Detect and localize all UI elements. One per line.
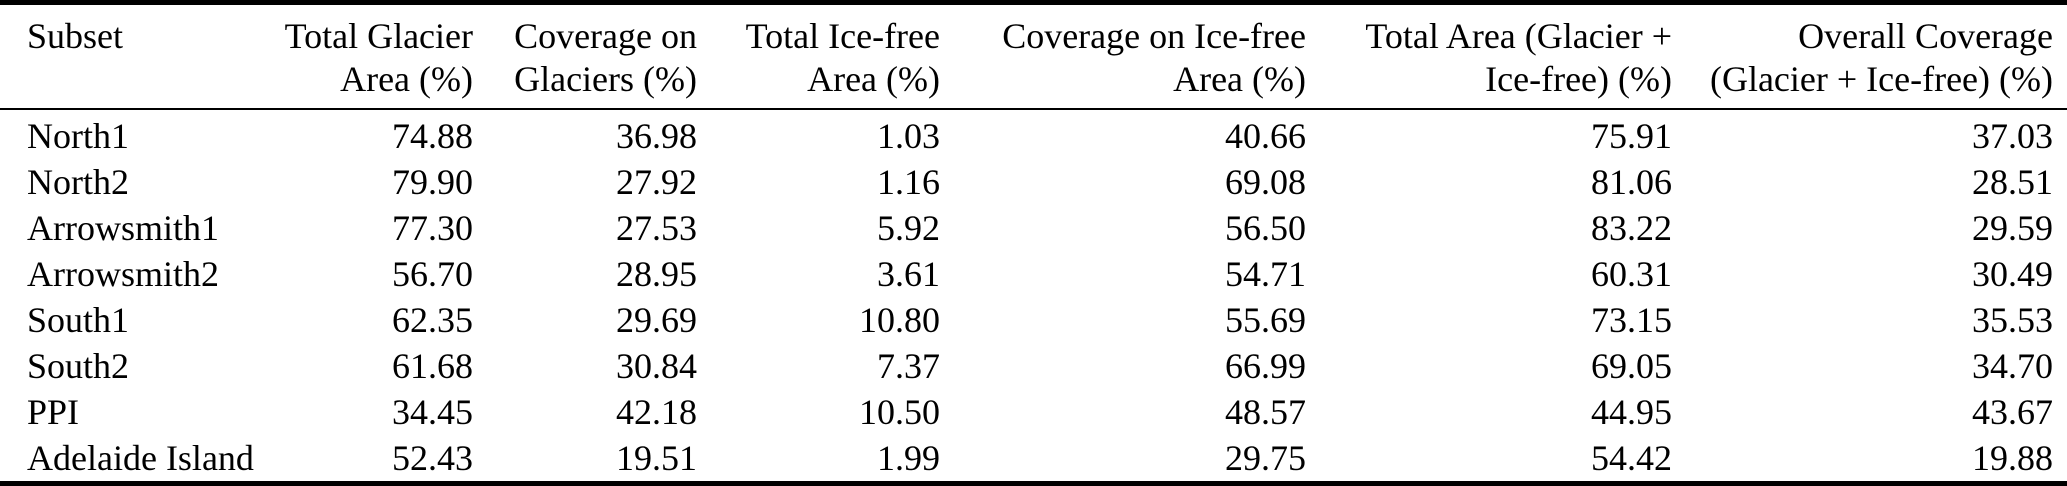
row-label-cell: South2	[27, 346, 130, 386]
table-row: South2 61.68 30.84 7.37 66.99 69.05 34.7…	[0, 343, 2067, 389]
value-cell: 56.70	[392, 254, 473, 294]
row-label-cell: North2	[27, 162, 129, 202]
table-header: Subset Total Glacier Area (%) Coverage o…	[0, 2, 2067, 110]
table-row: PPI 34.45 42.18 10.50 48.57 44.95 43.67	[0, 389, 2067, 435]
table-row: Arrowsmith1 77.30 27.53 5.92 56.50 83.22…	[0, 205, 2067, 251]
value-cell: 55.69	[1225, 300, 1306, 340]
header-line2: Area (%)	[340, 59, 473, 99]
value-cell: 73.15	[1591, 300, 1672, 340]
header-line1: Coverage on	[514, 16, 697, 56]
value-cell: 69.05	[1591, 346, 1672, 386]
header-cell-subset: Subset	[0, 2, 260, 110]
value-cell: 54.42	[1591, 438, 1672, 478]
header-cell-total-glacier-area: Total Glacier Area (%)	[260, 2, 487, 110]
value-cell: 10.80	[859, 300, 940, 340]
value-cell: 27.92	[616, 162, 697, 202]
value-cell: 79.90	[392, 162, 473, 202]
table-header-row: Subset Total Glacier Area (%) Coverage o…	[0, 2, 2067, 110]
value-cell: 77.30	[392, 208, 473, 248]
value-cell: 1.03	[877, 116, 940, 156]
table-row: North2 79.90 27.92 1.16 69.08 81.06 28.5…	[0, 159, 2067, 205]
header-line2: Ice-free) (%)	[1485, 59, 1672, 99]
header-line2: Area (%)	[807, 59, 940, 99]
value-cell: 10.50	[859, 392, 940, 432]
value-cell: 30.84	[616, 346, 697, 386]
header-line2: (Glacier + Ice-free) (%)	[1709, 59, 2053, 99]
row-label-cell: Adelaide Island	[27, 438, 254, 478]
row-label-cell: Arrowsmith1	[27, 208, 219, 248]
header-line1: Total Area (Glacier +	[1365, 16, 1672, 56]
row-label-cell: PPI	[27, 392, 80, 432]
header-cell-coverage-on-glaciers: Coverage on Glaciers (%)	[487, 2, 711, 110]
table-body: North1 74.88 36.98 1.03 40.66 75.91 37.0…	[0, 109, 2067, 484]
value-cell: 30.49	[1972, 254, 2053, 294]
table-row: Arrowsmith2 56.70 28.95 3.61 54.71 60.31…	[0, 251, 2067, 297]
value-cell: 75.91	[1591, 116, 1672, 156]
value-cell: 7.37	[877, 346, 940, 386]
value-cell: 36.98	[616, 116, 697, 156]
value-cell: 66.99	[1225, 346, 1306, 386]
value-cell: 19.51	[616, 438, 697, 478]
value-cell: 3.61	[877, 254, 940, 294]
table-row: South1 62.35 29.69 10.80 55.69 73.15 35.…	[0, 297, 2067, 343]
value-cell: 42.18	[616, 392, 697, 432]
value-cell: 29.69	[616, 300, 697, 340]
header-cell-overall-coverage: Overall Coverage (Glacier + Ice-free) (%…	[1686, 2, 2067, 110]
value-cell: 28.51	[1972, 162, 2053, 202]
value-cell: 61.68	[392, 346, 473, 386]
table-row: Adelaide Island 52.43 19.51 1.99 29.75 5…	[0, 435, 2067, 484]
header-line1: Overall Coverage	[1798, 16, 2053, 56]
value-cell: 1.16	[877, 162, 940, 202]
header-cell-coverage-on-ice-free-area: Coverage on Ice-free Area (%)	[954, 2, 1320, 110]
header-line2: Area (%)	[1173, 59, 1306, 99]
value-cell: 43.67	[1972, 392, 2053, 432]
value-cell: 60.31	[1591, 254, 1672, 294]
value-cell: 27.53	[616, 208, 697, 248]
value-cell: 19.88	[1972, 438, 2053, 478]
value-cell: 34.70	[1972, 346, 2053, 386]
value-cell: 29.75	[1225, 438, 1306, 478]
value-cell: 69.08	[1225, 162, 1306, 202]
header-cell-total-area: Total Area (Glacier + Ice-free) (%)	[1320, 2, 1686, 110]
value-cell: 62.35	[392, 300, 473, 340]
value-cell: 52.43	[392, 438, 473, 478]
value-cell: 40.66	[1225, 116, 1306, 156]
row-label-cell: South1	[27, 300, 130, 340]
header-line1: Coverage on Ice-free	[1002, 16, 1306, 56]
table-row: North1 74.88 36.98 1.03 40.66 75.91 37.0…	[0, 109, 2067, 159]
row-label-cell: North1	[27, 116, 129, 156]
value-cell: 56.50	[1225, 208, 1306, 248]
header-line1: Total Ice-free	[745, 16, 940, 56]
value-cell: 29.59	[1972, 208, 2053, 248]
value-cell: 37.03	[1972, 116, 2053, 156]
header-line2: Glaciers (%)	[514, 59, 697, 99]
value-cell: 35.53	[1972, 300, 2053, 340]
value-cell: 34.45	[392, 392, 473, 432]
header-cell-total-ice-free-area: Total Ice-free Area (%)	[711, 2, 954, 110]
value-cell: 54.71	[1225, 254, 1306, 294]
value-cell: 28.95	[616, 254, 697, 294]
value-cell: 5.92	[877, 208, 940, 248]
value-cell: 74.88	[392, 116, 473, 156]
row-label-cell: Arrowsmith2	[27, 254, 219, 294]
value-cell: 44.95	[1591, 392, 1672, 432]
value-cell: 83.22	[1591, 208, 1672, 248]
value-cell: 48.57	[1225, 392, 1306, 432]
value-cell: 1.99	[877, 438, 940, 478]
value-cell: 81.06	[1591, 162, 1672, 202]
header-line1: Subset	[27, 16, 124, 56]
header-line1: Total Glacier	[284, 16, 473, 56]
